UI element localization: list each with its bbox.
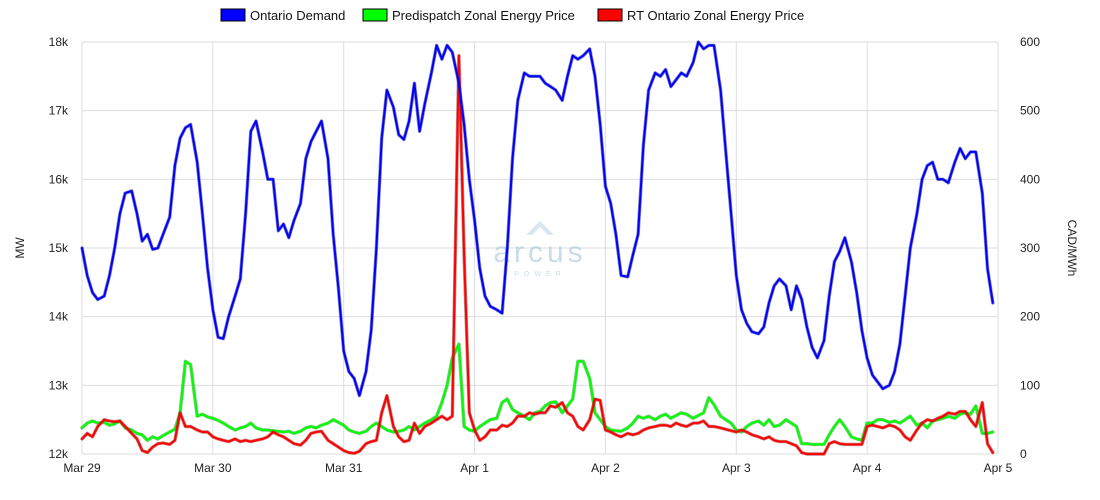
y-left-tick-label: 14k <box>49 310 69 324</box>
x-tick-label: Apr 2 <box>591 461 620 475</box>
watermark-logo-icon <box>526 221 554 235</box>
legend-swatch-rt-price <box>597 8 623 22</box>
y-right-axis: 0 100 200 300 400 500 600 <box>1020 35 1040 461</box>
y-left-tick-label: 12k <box>49 447 69 461</box>
legend-label-ontario-demand: Ontario Demand <box>250 8 345 23</box>
series-shadow-predispatch-zonal-energy-price <box>80 342 995 447</box>
y-right-axis-title: CAD/MWh <box>1065 220 1079 277</box>
legend-item-rt-price[interactable]: RT Ontario Zonal Energy Price <box>597 8 804 23</box>
series-shadow-ontario-demand <box>80 40 995 398</box>
x-tick-label: Apr 3 <box>722 461 751 475</box>
series-layer <box>80 40 995 456</box>
gridlines <box>81 41 999 455</box>
y-right-tick-label: 600 <box>1020 35 1040 49</box>
series-line-rt-ontario-zonal-energy-price[interactable] <box>81 54 994 455</box>
y-left-tick-label: 17k <box>49 104 69 118</box>
series-line-predispatch-zonal-energy-price[interactable] <box>81 343 994 446</box>
x-tick-label: Mar 31 <box>325 461 363 475</box>
x-tick-label: Mar 29 <box>63 461 101 475</box>
x-tick-label: Apr 1 <box>460 461 489 475</box>
y-right-tick-label: 200 <box>1020 310 1040 324</box>
legend-item-ontario-demand[interactable]: Ontario Demand <box>220 8 345 23</box>
y-right-tick-label: 400 <box>1020 172 1040 186</box>
x-tick-label: Apr 4 <box>853 461 882 475</box>
legend-swatch-ontario-demand <box>220 8 246 22</box>
y-left-tick-label: 16k <box>49 172 69 186</box>
y-left-tick-label: 13k <box>49 378 69 392</box>
y-right-tick-label: 500 <box>1020 104 1040 118</box>
y-right-tick-label: 300 <box>1020 241 1040 255</box>
y-right-tick-label: 0 <box>1020 447 1027 461</box>
series-line-ontario-demand[interactable] <box>81 41 994 397</box>
y-left-tick-label: 15k <box>49 241 69 255</box>
y-left-axis-title: MW <box>13 237 27 259</box>
watermark-subtext: POWER <box>514 271 565 278</box>
y-left-axis: 12k 13k 14k 15k 16k 17k 18k <box>49 35 69 461</box>
x-axis: Mar 29 Mar 30 Mar 31 Apr 1 Apr 2 Apr 3 Apr 4 Ap… <box>63 461 1012 475</box>
legend-label-predispatch-price: Predispatch Zonal Energy Price <box>392 8 575 23</box>
x-tick-label: Apr 5 <box>984 461 1013 475</box>
legend: Ontario Demand Predispatch Zonal Energy … <box>220 8 804 23</box>
legend-swatch-predispatch-price <box>362 8 388 22</box>
legend-label-rt-price: RT Ontario Zonal Energy Price <box>627 8 804 23</box>
x-tick-label: Mar 30 <box>194 461 232 475</box>
y-right-tick-label: 100 <box>1020 378 1040 392</box>
y-left-tick-label: 18k <box>49 35 69 49</box>
legend-item-predispatch-price[interactable]: Predispatch Zonal Energy Price <box>362 8 575 23</box>
